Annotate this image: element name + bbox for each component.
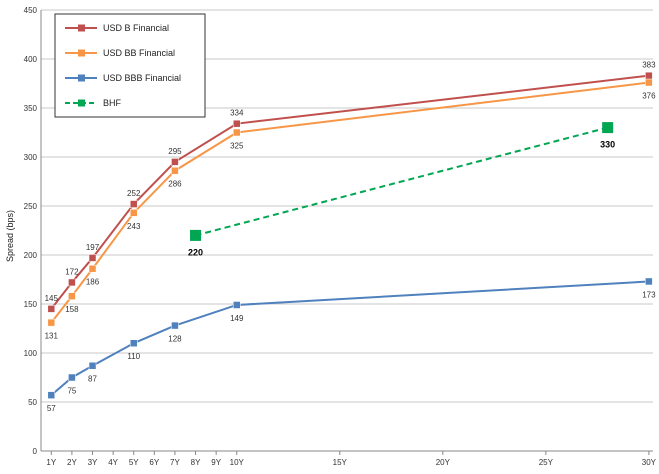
- data-point-marker: [68, 373, 76, 382]
- legend-swatch-marker: [78, 99, 85, 107]
- x-tick-label: 1Y: [46, 458, 56, 467]
- x-tick-label: 2Y: [67, 458, 77, 467]
- y-tick-label: 150: [24, 300, 38, 309]
- data-point-marker: [68, 292, 76, 300]
- data-label: 220: [188, 247, 203, 257]
- x-tick-label: 7Y: [170, 458, 180, 467]
- data-label: 325: [230, 142, 244, 151]
- data-label: 131: [45, 332, 59, 341]
- data-point-marker: [88, 264, 97, 273]
- data-label: 57: [47, 404, 56, 413]
- legend-swatch-marker: [78, 24, 85, 32]
- data-point-marker: [645, 277, 653, 286]
- data-label: 243: [127, 222, 141, 231]
- x-tick-label: 3Y: [88, 458, 98, 467]
- data-label: 197: [86, 243, 100, 252]
- data-label: 376: [642, 92, 656, 101]
- series-lines: [47, 71, 653, 399]
- legend-entry-label: BHF: [103, 98, 122, 108]
- data-point-marker: [171, 321, 179, 330]
- data-label: 149: [230, 314, 244, 323]
- y-tick-label: 250: [24, 202, 38, 211]
- data-point-marker: [645, 71, 653, 80]
- data-label: 383: [642, 61, 656, 70]
- y-tick-label: 350: [24, 104, 38, 113]
- data-label: 145: [45, 294, 59, 303]
- x-tick-label: 9Y: [211, 458, 221, 467]
- data-point-marker: [233, 301, 241, 309]
- data-label: 110: [127, 352, 140, 361]
- y-tick-label: 100: [24, 349, 38, 358]
- data-label: 252: [127, 189, 141, 198]
- y-tick-label: 400: [24, 55, 38, 64]
- data-point-marker: [233, 119, 241, 128]
- data-point-marker: [129, 339, 138, 347]
- data-labels: 145 172 197 252 295 334 383 131 158 186 243 286 325 3…: [45, 61, 656, 413]
- legend-entry-label: USD B Financial: [103, 23, 169, 33]
- y-tick-label: 200: [24, 251, 38, 260]
- x-tick-label: 8Y: [191, 458, 201, 467]
- data-label: 158: [65, 305, 79, 314]
- x-tick-label: 5Y: [129, 458, 139, 467]
- data-point-marker: [47, 391, 56, 399]
- data-point-marker: [645, 78, 653, 87]
- data-point-marker: [190, 229, 202, 241]
- data-point-marker: [88, 254, 97, 262]
- legend-swatch-marker: [78, 74, 85, 82]
- data-point-marker: [602, 122, 614, 134]
- data-label: 186: [86, 278, 100, 287]
- data-label: 330: [600, 140, 615, 150]
- data-label: 334: [230, 109, 244, 118]
- data-point-marker: [233, 128, 241, 137]
- legend-swatch-marker: [78, 49, 85, 57]
- data-point-marker: [47, 305, 56, 313]
- x-tick-label: 15Y: [333, 458, 348, 467]
- x-tick-label: 10Y: [230, 458, 245, 467]
- x-tick-label: 6Y: [149, 458, 159, 467]
- data-point-marker: [129, 200, 138, 208]
- series-line-3: [195, 126, 608, 237]
- legend-entry-label: USD BB Financial: [103, 48, 175, 58]
- data-point-marker: [68, 278, 76, 287]
- x-tick-label: 4Y: [108, 458, 118, 467]
- data-point-marker: [171, 158, 179, 166]
- y-tick-label: 0: [33, 447, 38, 456]
- x-tick-label: 20Y: [436, 458, 451, 467]
- data-label: 87: [88, 375, 97, 384]
- data-label: 172: [65, 267, 79, 276]
- axes: 0 50 100 150 200 250 300 350 400 450 1Y 2Y 3Y 4Y 5Y 6Y 7…: [24, 6, 657, 467]
- y-axis-title: Spread (bps): [5, 210, 15, 262]
- data-label: 173: [642, 290, 656, 299]
- data-label: 295: [168, 147, 182, 156]
- data-label: 128: [168, 335, 182, 344]
- legend: USD B Financial USD BB Financial USD BBB F…: [54, 13, 206, 118]
- data-point-marker: [129, 209, 138, 217]
- data-point-marker: [47, 318, 56, 327]
- x-tick-label: 30Y: [642, 458, 657, 467]
- y-tick-label: 300: [24, 153, 38, 162]
- data-point-marker: [171, 166, 179, 175]
- y-tick-label: 450: [24, 6, 38, 15]
- data-label: 286: [168, 180, 182, 189]
- data-label: 75: [67, 387, 76, 396]
- y-tick-label: 50: [28, 398, 37, 407]
- data-point-marker: [88, 361, 97, 370]
- legend-entry-label: USD BBB Financial: [103, 73, 181, 83]
- x-tick-label: 25Y: [539, 458, 554, 467]
